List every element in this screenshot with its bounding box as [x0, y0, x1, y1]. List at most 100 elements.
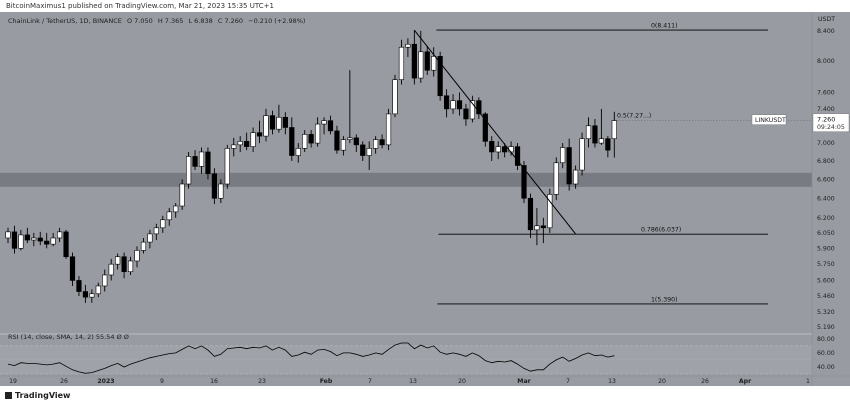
candle-bullish: [572, 169, 579, 185]
rsi-tick-label: 80.00: [817, 336, 835, 343]
chart-panel[interactable]: 0(8.411) 0.5(7.27...) 0.786(6.037) 1(5.390)…: [0, 12, 850, 386]
candle-bullish: [140, 241, 147, 251]
candle-bearish: [69, 256, 76, 281]
candle-bullish: [392, 79, 398, 115]
candle-bullish: [469, 100, 476, 120]
price-chart[interactable]: 0(8.411) 0.5(7.27...) 0.786(6.037) 1(5.390)…: [0, 12, 850, 386]
low-value: L 6.838: [188, 17, 213, 25]
candle-bullish: [89, 293, 95, 298]
candle-bearish: [121, 256, 127, 273]
candle-bullish: [534, 225, 540, 231]
price-tick-label: 6.200: [817, 215, 835, 222]
support-zone-layer: [0, 172, 812, 187]
candle-bullish: [340, 139, 347, 151]
price-tick-label: 6.600: [817, 176, 835, 183]
candle-bullish: [560, 147, 566, 164]
time-tick-label: 26: [60, 378, 68, 385]
candle-bearish: [360, 144, 366, 156]
axes-layer: USDT8.4008.0007.6007.4007.2007.0006.8006…: [0, 12, 850, 386]
price-tick-label: 6.800: [817, 158, 835, 165]
publish-info: BitcoinMaximus1 published on TradingView…: [6, 2, 274, 10]
candle-bearish: [44, 240, 50, 245]
candle-bullish: [134, 250, 140, 262]
candle-bullish: [179, 183, 185, 207]
time-tick-label: Mar: [517, 378, 531, 385]
candle-bearish: [521, 165, 527, 199]
price-tick-label: 5.900: [817, 245, 835, 252]
candle-bullish: [5, 231, 11, 239]
candle-bearish: [334, 130, 340, 151]
time-tick-label: Apr: [739, 378, 752, 385]
time-tick-label: 26: [701, 378, 709, 385]
candle-bearish: [379, 139, 385, 146]
tradingview-logo[interactable]: TradingView: [5, 391, 70, 400]
candle-bearish: [476, 100, 482, 115]
candle-bullish: [95, 285, 101, 295]
candle-bullish: [295, 148, 301, 156]
time-tick-label: 2023: [97, 378, 114, 385]
fib-level-0-label: 0(8.411): [651, 23, 677, 30]
candle-bullish: [224, 148, 230, 185]
currency-label: USDT: [818, 16, 835, 23]
time-tick-label: 19: [9, 378, 17, 385]
rsi-tick-label: 40.00: [817, 364, 835, 371]
rsi-line: [7, 342, 615, 374]
time-tick-label: 20: [458, 378, 466, 385]
candle-bearish: [244, 141, 250, 147]
candle-bullish: [553, 162, 559, 195]
candle-bearish: [502, 146, 508, 153]
candle-bullish: [579, 138, 585, 171]
candle-bullish: [585, 125, 592, 140]
candle-bullish: [186, 156, 192, 185]
price-tick-label: 7.000: [817, 140, 835, 147]
candle-bearish: [527, 197, 534, 231]
time-tick-label: 9: [160, 378, 164, 385]
candle-bearish: [411, 43, 417, 79]
price-tick-label: 8.000: [817, 58, 835, 65]
change-value: −0.210 (+2.98%): [248, 17, 306, 25]
price-tag-box: [812, 113, 850, 132]
candle-bearish: [269, 115, 276, 130]
publish-header: BitcoinMaximus1 published on TradingView…: [0, 0, 850, 12]
candle-bullish: [495, 146, 501, 153]
time-tick-label: 7: [566, 378, 570, 385]
time-tick-label: 23: [258, 378, 266, 385]
candle-bearish: [605, 138, 611, 151]
candle-bullish: [611, 120, 617, 140]
candle-bullish: [321, 120, 327, 125]
footer: [0, 386, 850, 404]
candle-bullish: [366, 148, 372, 156]
candle-bullish: [373, 139, 379, 149]
candle-bearish: [205, 151, 211, 175]
candle-bullish: [198, 151, 205, 167]
annotation-layer: 0(8.411) 0.5(7.27...) 0.786(6.037) 1(5.390): [413, 23, 768, 305]
candle-bullish: [398, 46, 405, 80]
time-tick-label: 1: [806, 378, 810, 385]
candle-bullish: [450, 100, 456, 110]
candle-bullish: [314, 123, 321, 144]
price-tick-label: 5.320: [817, 309, 835, 316]
support-zone: [0, 172, 812, 187]
descending-resistance-line: [413, 29, 576, 235]
price-tick-label: 5.190: [817, 324, 835, 331]
candle-bullish: [173, 205, 179, 213]
candle-bullish: [218, 183, 224, 199]
symbol-name: ChainLink / TetherUS, 1D, BINANCE: [8, 17, 122, 25]
price-tag-value: 7.260: [817, 116, 835, 124]
candle-bearish: [192, 156, 198, 167]
candle-bearish: [63, 231, 69, 258]
candle-bearish: [211, 173, 218, 199]
price-tick-label: 8.400: [817, 28, 835, 35]
candle-bearish: [82, 291, 88, 298]
fib-level-0.786-label: 0.786(6.037): [641, 227, 681, 234]
price-tick-label: 5.750: [817, 261, 835, 268]
candle-bullish: [276, 116, 282, 130]
candle-bullish: [18, 234, 24, 249]
candle-bearish: [424, 51, 430, 71]
candle-bullish: [153, 227, 159, 235]
candle-bearish: [437, 56, 443, 97]
price-tick-label: 6.400: [817, 195, 835, 202]
candle-bearish: [37, 237, 43, 242]
time-tick-label: 13: [608, 378, 616, 385]
candle-bullish: [115, 256, 121, 265]
